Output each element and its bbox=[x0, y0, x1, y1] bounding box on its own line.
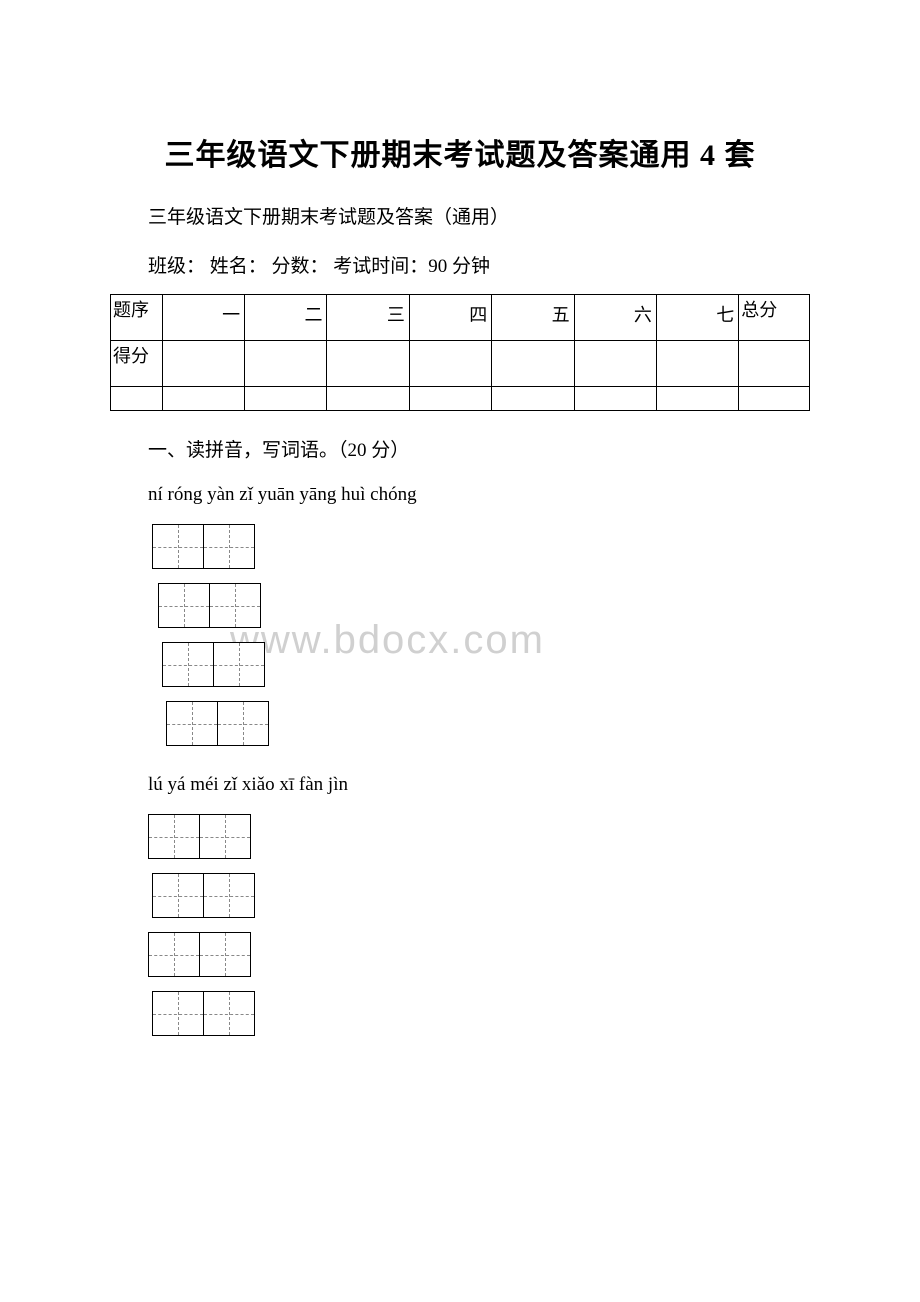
char-box bbox=[152, 524, 204, 569]
char-box bbox=[158, 583, 210, 628]
char-box-pair bbox=[152, 873, 810, 918]
table-cell: 四 bbox=[409, 295, 491, 341]
char-box-pair bbox=[158, 583, 810, 628]
table-cell: 七 bbox=[656, 295, 738, 341]
table-cell: 二 bbox=[245, 295, 327, 341]
char-boxes-group bbox=[148, 814, 810, 1036]
table-row: 题序 一 二 三 四 五 六 七 总分 bbox=[111, 295, 810, 341]
char-box-pair bbox=[152, 524, 810, 569]
score-table: 题序 一 二 三 四 五 六 七 总分 得分 bbox=[110, 294, 810, 411]
section-heading: 一、读拼音，写词语。（20 分） bbox=[110, 435, 810, 462]
table-cell bbox=[739, 387, 810, 411]
char-box bbox=[203, 873, 255, 918]
table-cell bbox=[327, 387, 409, 411]
table-row bbox=[111, 387, 810, 411]
char-box bbox=[203, 524, 255, 569]
table-cell bbox=[245, 387, 327, 411]
table-cell bbox=[162, 341, 244, 387]
char-box-pair bbox=[162, 642, 810, 687]
table-cell bbox=[739, 341, 810, 387]
table-cell bbox=[492, 387, 574, 411]
table-cell bbox=[574, 387, 656, 411]
char-box-pair bbox=[148, 814, 810, 859]
page-title: 三年级语文下册期末考试题及答案通用 4 套 bbox=[110, 130, 810, 174]
table-cell bbox=[574, 341, 656, 387]
char-boxes-group bbox=[148, 524, 810, 746]
char-box bbox=[148, 814, 200, 859]
table-cell bbox=[492, 341, 574, 387]
char-box-pair bbox=[148, 932, 810, 977]
subtitle-text: 三年级语文下册期末考试题及答案（通用） bbox=[110, 202, 810, 229]
char-box bbox=[148, 932, 200, 977]
table-cell bbox=[245, 341, 327, 387]
char-box-pair bbox=[152, 991, 810, 1036]
exam-info-line: 班级： 姓名： 分数： 考试时间：90 分钟 bbox=[110, 251, 810, 278]
char-box bbox=[203, 991, 255, 1036]
char-box bbox=[162, 642, 214, 687]
char-box bbox=[199, 932, 251, 977]
pinyin-line: lú yá méi zǐ xiǎo xī fàn jìn bbox=[110, 774, 810, 796]
table-cell bbox=[409, 341, 491, 387]
char-box bbox=[213, 642, 265, 687]
char-box bbox=[152, 873, 204, 918]
char-box bbox=[152, 991, 204, 1036]
table-cell bbox=[656, 387, 738, 411]
table-cell bbox=[327, 341, 409, 387]
table-cell: 三 bbox=[327, 295, 409, 341]
table-cell bbox=[409, 387, 491, 411]
table-cell bbox=[656, 341, 738, 387]
char-box bbox=[199, 814, 251, 859]
char-box bbox=[217, 701, 269, 746]
row-label: 题序 bbox=[111, 295, 163, 341]
char-box bbox=[209, 583, 261, 628]
total-label: 总分 bbox=[739, 295, 810, 341]
row-label: 得分 bbox=[111, 341, 163, 387]
pinyin-line: ní róng yàn zǐ yuān yāng huì chóng bbox=[110, 484, 810, 506]
char-box bbox=[166, 701, 218, 746]
table-cell: 六 bbox=[574, 295, 656, 341]
table-cell: 一 bbox=[162, 295, 244, 341]
table-cell: 五 bbox=[492, 295, 574, 341]
table-cell bbox=[111, 387, 163, 411]
table-cell bbox=[162, 387, 244, 411]
char-box-pair bbox=[166, 701, 810, 746]
table-row: 得分 bbox=[111, 341, 810, 387]
